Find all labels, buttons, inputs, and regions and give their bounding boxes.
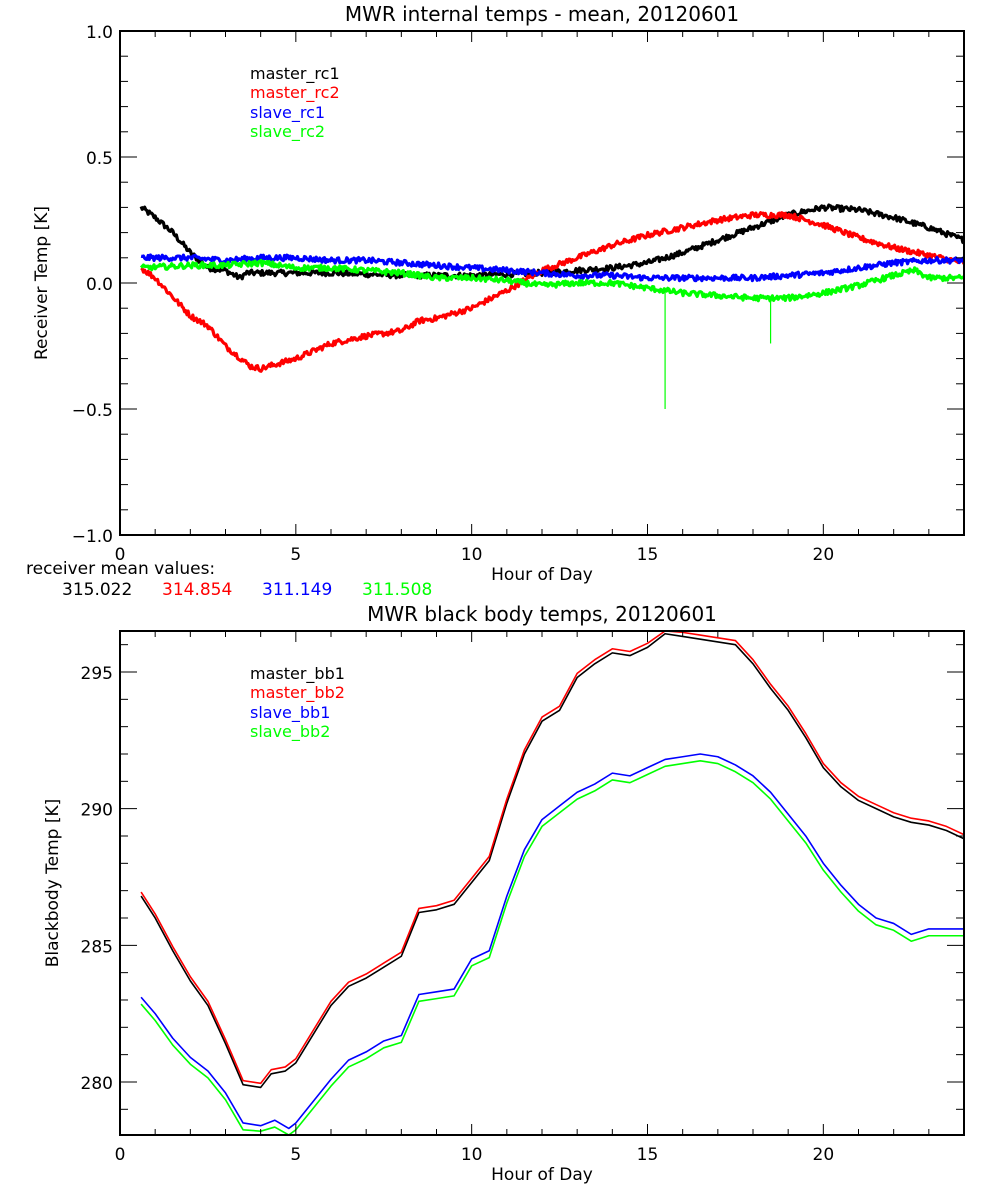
legend: master_rc1 master_rc2 slave_rc1 slave_rc…: [250, 64, 340, 142]
x-tick-label: 5: [290, 1145, 301, 1165]
chart-title: MWR black body temps, 20120601: [367, 602, 717, 626]
legend-entry: slave_bb1: [250, 703, 330, 723]
y-tick-label: 0.5: [86, 149, 113, 169]
series-line-master-bb1: [140, 632, 964, 1089]
x-tick-label: 0: [115, 1145, 126, 1165]
legend-entry: master_rc2: [250, 83, 340, 103]
y-tick-label: 285: [81, 937, 113, 957]
blackbody-temp-chart: MWR black body temps, 20120601 0 5 10 15 20 2…: [43, 602, 965, 1185]
legend-entry: master_rc1: [250, 64, 340, 84]
mean-values-label: receiver mean values:: [26, 559, 215, 579]
series-line-slave-bb1: [140, 753, 964, 1130]
axis-ticks: 0 5 10 15 20 280 285 290 295: [81, 631, 965, 1165]
y-axis-label: Blackbody Temp [K]: [43, 799, 63, 968]
legend-entry: master_bb1: [250, 664, 345, 684]
x-axis-label: Hour of Day: [491, 1165, 593, 1185]
y-axis-label: Receiver Temp [K]: [32, 206, 52, 360]
y-tick-label: −0.5: [72, 401, 113, 421]
y-tick-label: 1.0: [86, 23, 113, 43]
y-tick-label: 290: [81, 801, 113, 821]
receiver-mean-values: receiver mean values: 315.022 314.854 31…: [26, 559, 432, 600]
x-tick-label: 0: [115, 545, 126, 565]
legend-entry: master_bb2: [250, 683, 345, 703]
x-tick-label: 20: [813, 1145, 835, 1165]
series-line-master-bb2: [140, 631, 964, 1085]
series-line-master-rc1: [139, 203, 964, 281]
series-line-slave-rc2: [139, 258, 964, 303]
chart-title: MWR internal temps - mean, 20120601: [345, 2, 739, 26]
x-tick-label: 20: [813, 545, 835, 565]
series-line-slave-bb2: [140, 760, 964, 1135]
x-axis-label: Hour of Day: [491, 565, 593, 585]
x-tick-label: 10: [461, 545, 483, 565]
y-tick-label: 280: [81, 1074, 113, 1094]
series-layer: [139, 203, 964, 409]
legend-entry: slave_bb2: [250, 722, 330, 742]
y-tick-label: 0.0: [86, 275, 113, 295]
series-line-slave-rc1: [140, 253, 964, 283]
y-tick-label: 295: [81, 664, 113, 684]
series-line-master-rc2: [140, 211, 964, 373]
mean-value-slave-rc2: 311.508: [362, 580, 432, 600]
x-tick-label: 10: [461, 1145, 483, 1165]
x-tick-label: 15: [637, 1145, 659, 1165]
series-layer: [140, 631, 964, 1135]
receiver-temp-chart: MWR internal temps - mean, 20120601 0 5 10…: [32, 2, 965, 585]
mean-value-master-rc2: 314.854: [162, 580, 232, 600]
legend: master_bb1 master_bb2 slave_bb1 slave_bb…: [250, 664, 345, 742]
mean-value-slave-rc1: 311.149: [262, 580, 332, 600]
x-tick-label: 15: [637, 545, 659, 565]
mean-value-master-rc1: 315.022: [62, 580, 132, 600]
y-tick-label: −1.0: [72, 527, 113, 547]
axis-ticks: 0 5 10 15 20 −1.0 −0.5 0.0 0.5 1.0: [72, 23, 965, 565]
x-tick-label: 5: [290, 545, 301, 565]
legend-entry: slave_rc2: [250, 122, 325, 142]
legend-entry: slave_rc1: [250, 103, 325, 123]
